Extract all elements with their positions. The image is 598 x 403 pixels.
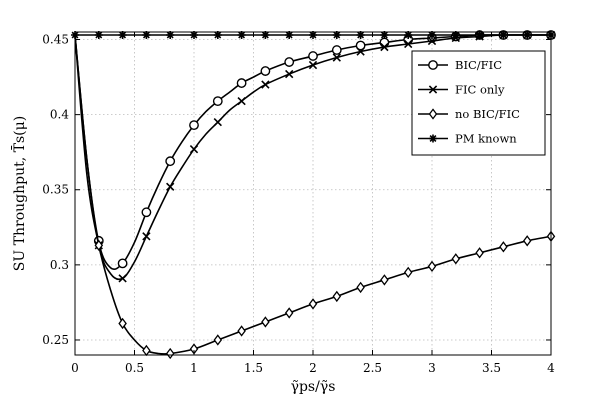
data-point-circle [284,57,295,67]
data-point-star [166,31,175,40]
data-point-x [380,42,389,52]
data-point-star [285,31,294,40]
legend: BIC/FIC FIC only no BIC/FIC PM known [411,50,546,156]
data-point-x [261,80,270,89]
legend-label: FIC only [455,83,505,97]
x-tick-label: 0 [71,361,79,375]
data-point-star [451,31,460,40]
data-point-diamond [451,253,461,265]
data-point-diamond [142,344,151,357]
data-point-circle [379,37,390,48]
data-point-star [523,31,532,40]
data-point-circle [308,51,318,61]
data-point-x [237,96,246,106]
data-point-x [118,274,127,283]
data-point-diamond [403,266,413,279]
data-point-diamond [261,316,270,328]
data-point-circle [141,207,152,218]
data-point-x [404,39,413,49]
data-point-star [356,31,365,40]
y-tick-label: 0.3 [50,258,69,272]
legend-label: BIC/FIC [455,58,502,72]
data-point-star [404,31,413,40]
y-axis-label: SU Throughput, T̄s(μ) [10,116,28,271]
legend-label: no BIC/FIC [455,107,520,121]
y-tick-label: 0.35 [42,183,69,197]
data-point-circle [117,258,128,269]
data-point-circle [189,120,199,131]
data-point-diamond [522,235,532,247]
data-point-diamond [94,239,104,252]
data-point-x [285,69,294,79]
data-point-diamond [308,298,318,310]
data-point-x [356,47,365,56]
data-point-diamond [284,307,294,319]
data-point-diamond [499,241,508,253]
legend-marker-diamond [428,108,438,120]
data-point-x [332,53,341,62]
x-tick-label: 0.5 [125,361,144,375]
y-tick-label: 0.25 [42,333,69,347]
data-point-star [142,31,151,40]
legend-item: BIC/FIC [418,58,502,72]
data-point-diamond [356,281,365,294]
data-point-diamond [118,317,127,330]
data-point-diamond [165,347,175,360]
legend-marker-circle [428,60,438,70]
data-point-diamond [237,325,246,337]
data-point-diamond [427,260,437,273]
data-point-star [94,31,103,40]
x-tick-label: 1 [190,361,198,375]
legend-item: FIC only [418,83,505,97]
data-point-circle [260,66,271,76]
legend-item: PM known [418,132,517,146]
x-axis-label: γ̃ps/γ̃s [291,379,336,395]
x-tick-label: 2 [309,361,317,375]
series-no-bic-fic [74,34,556,360]
data-point-circle [331,45,342,55]
legend-label: PM known [455,132,517,146]
legend-item: no BIC/FIC [418,107,520,121]
data-point-diamond [475,247,484,259]
data-point-x [427,36,437,46]
legend-marker-star [429,134,437,143]
x-tick-label: 1.5 [244,361,263,375]
data-point-star [332,31,341,40]
x-tick-label: 3.5 [482,361,501,375]
y-tick-label: 0.4 [50,108,69,122]
data-point-star [213,31,222,40]
data-point-circle [355,40,366,51]
data-point-diamond [332,290,342,303]
data-point-circle [212,96,223,107]
data-point-star [499,31,508,40]
legend-marker-x [428,85,438,94]
x-tick-label: 2.5 [363,361,382,375]
data-point-star [118,31,127,40]
data-point-star [475,31,484,40]
x-tick-label: 4 [547,361,555,375]
y-tick-label: 0.45 [42,33,69,47]
data-point-x [213,117,222,127]
data-point-x [308,60,318,70]
data-point-x [189,145,199,154]
data-point-circle [236,78,247,88]
data-point-x [142,232,151,241]
data-point-x [166,182,175,191]
x-tick-label: 3 [428,361,436,375]
data-point-diamond [213,334,223,346]
data-point-star [380,31,389,40]
data-point-star [237,31,246,40]
data-point-diamond [380,274,389,286]
data-point-circle [165,156,176,167]
axis-ticks: 0 0.5 1 1.5 2 2.5 3 3.5 4 0.25 0.3 0.35 0.4 0.45 [42,32,555,375]
data-point-star [261,31,270,40]
